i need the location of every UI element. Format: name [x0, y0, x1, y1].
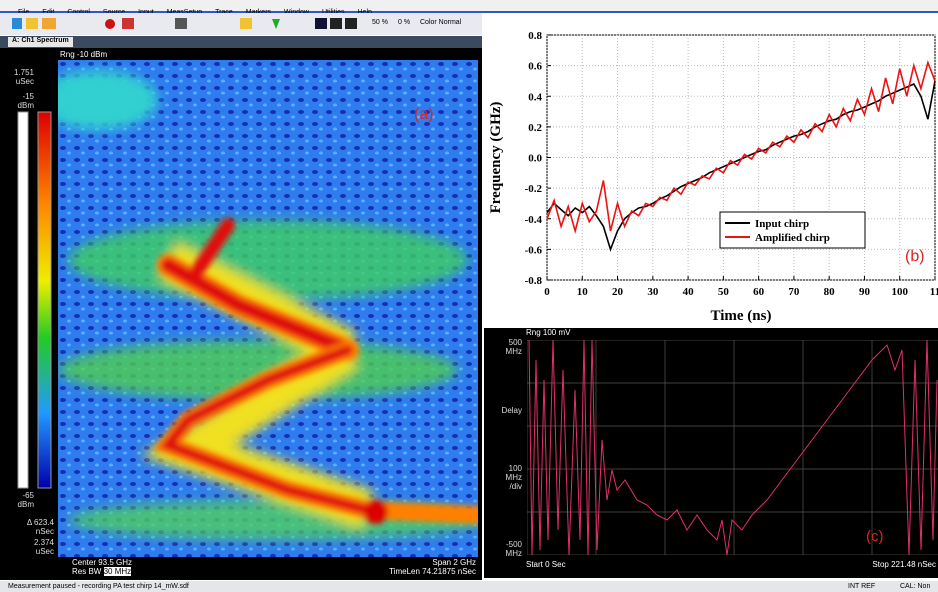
ref: INT REF — [848, 583, 876, 590]
value: 500 — [508, 338, 522, 347]
status-bar: Measurement paused - recording PA test c… — [0, 581, 938, 592]
color-mode[interactable]: Color Normal — [420, 19, 462, 26]
x-tick-label: 0 — [544, 286, 550, 298]
value: 1.751 — [13, 68, 34, 77]
unit: MHz — [505, 549, 522, 558]
per-div: /div — [509, 482, 522, 491]
scale-top: -15 dBm — [2, 92, 34, 110]
tab-bar: A: Ch1 Spectrum — [0, 36, 482, 48]
y-tick-label: 0.8 — [528, 30, 542, 42]
panel-tag: (a) — [414, 106, 434, 123]
unit: MHz — [505, 473, 522, 482]
x-tick-label: 60 — [753, 286, 765, 298]
panel-tag: (c) — [866, 528, 884, 545]
value: -15 — [22, 92, 34, 101]
x-tick-label: 10 — [577, 286, 589, 298]
menu-item[interactable]: Input — [138, 9, 154, 16]
bottom-label: -500 MHz — [486, 540, 522, 558]
y-tick-label: 0.0 — [528, 153, 542, 165]
menu-item[interactable]: Source — [103, 9, 125, 16]
unit: uSec — [15, 77, 34, 86]
start: Start 0 Sec — [526, 560, 566, 569]
menu-item[interactable]: MeasSetup — [167, 9, 202, 16]
menu-item[interactable]: Markers — [246, 9, 271, 16]
y-tick-label: -0.4 — [525, 214, 543, 226]
res-bw: Res BW 30 MHz — [72, 567, 132, 576]
y-tick-label: 0.4 — [528, 91, 542, 103]
color-scale — [17, 111, 52, 489]
value: -65 — [22, 491, 34, 500]
y-tick-label: -0.2 — [525, 183, 543, 195]
top-label: 500 MHz — [486, 338, 522, 356]
value: Δ 623.4 — [26, 518, 54, 527]
spectrogram — [58, 60, 478, 557]
value[interactable]: 30 MHz — [103, 567, 132, 576]
panel-a: A: Ch1 Spectrum Rng -10 dBm 1.751 uSec -1… — [0, 36, 482, 580]
menu-item[interactable]: Help — [358, 9, 372, 16]
x-tick-label: 100 — [891, 286, 908, 298]
unit: uSec — [35, 547, 54, 556]
y-tick-label: 0.6 — [528, 61, 542, 73]
x-tick-label: 80 — [824, 286, 836, 298]
y-tick-label: -0.8 — [525, 275, 543, 287]
center: Center 93.5 GHz — [72, 558, 133, 567]
time-top: 1.751 uSec — [2, 68, 34, 86]
panel-c: Rng 100 mV 500 MHz Delay 100 MHz/div -500 M… — [484, 328, 938, 578]
status-message: Measurement paused - recording PA test c… — [8, 583, 189, 590]
x-tick-label: 50 — [718, 286, 730, 298]
scale-bottom: -65 dBm — [2, 491, 34, 509]
menu-bar: File Edit Control Source Input MeasSetup Trace… — [0, 0, 938, 16]
value: 2.374 — [33, 538, 54, 547]
y-tick-label: 0.2 — [528, 122, 542, 134]
stop: Stop 221.48 nSec — [872, 560, 936, 569]
x-tick-label: 11 — [930, 286, 938, 298]
tab[interactable]: A: Ch1 Spectrum — [8, 37, 73, 47]
x-tick-label: 90 — [859, 286, 871, 298]
offset[interactable]: 0 % — [398, 19, 411, 26]
menu-item[interactable]: Utilities — [322, 9, 345, 16]
value: -500 — [505, 540, 522, 549]
x-tick-label: 30 — [647, 286, 659, 298]
x-axis-label: Time (ns) — [711, 308, 772, 324]
timelen: TimeLen 74.21875 nSec — [389, 567, 476, 576]
unit: dBm — [17, 101, 34, 110]
menu-item[interactable]: Edit — [42, 9, 54, 16]
toolbar-icons — [12, 18, 357, 29]
middle-label: Delay — [501, 406, 522, 415]
menu-item[interactable]: Trace — [215, 9, 233, 16]
unit: MHz — [505, 347, 522, 356]
delta: Δ 623.4 nSec — [2, 518, 54, 536]
zoom[interactable]: 50 % — [372, 19, 388, 26]
cal: CAL: Non — [900, 583, 931, 590]
series-line — [546, 60, 936, 235]
y-axis-label: Frequency (GHz) — [488, 102, 504, 214]
time-bottom: 2.374 uSec — [2, 538, 54, 556]
x-tick-label: 20 — [612, 286, 624, 298]
label: Res BW — [72, 567, 102, 576]
unit: nSec — [35, 527, 54, 536]
x-tick-label: 70 — [788, 286, 800, 298]
legend-label: Input chirp — [755, 218, 809, 230]
toolbar: 50 % 0 % Color Normal — [0, 13, 482, 35]
annotation: (b) — [905, 248, 925, 265]
scale-label: 100 MHz/div — [486, 464, 522, 491]
x-tick-label: 40 — [683, 286, 695, 298]
menu-item[interactable]: Window — [284, 9, 309, 16]
menu: File Edit Control Source Input MeasSetup Trace… — [18, 1, 385, 19]
trace-display — [527, 340, 938, 555]
span: Span 2 GHz — [432, 558, 476, 567]
menu-item[interactable]: Control — [67, 9, 90, 16]
range: Rng 100 mV — [526, 328, 571, 337]
value: 100 — [508, 464, 522, 473]
range: Rng -10 dBm — [60, 50, 108, 59]
legend-label: Amplified chirp — [755, 232, 830, 244]
y-tick-label: -0.6 — [525, 244, 543, 256]
unit: dBm — [17, 500, 34, 509]
menu-item[interactable]: File — [18, 9, 29, 16]
chart-b: -0.8 -0.6 -0.4 -0.2 0.0 0.2 0.4 0.6 0.8 0 10 20 30 40… — [488, 30, 938, 324]
legend-box — [719, 211, 866, 249]
